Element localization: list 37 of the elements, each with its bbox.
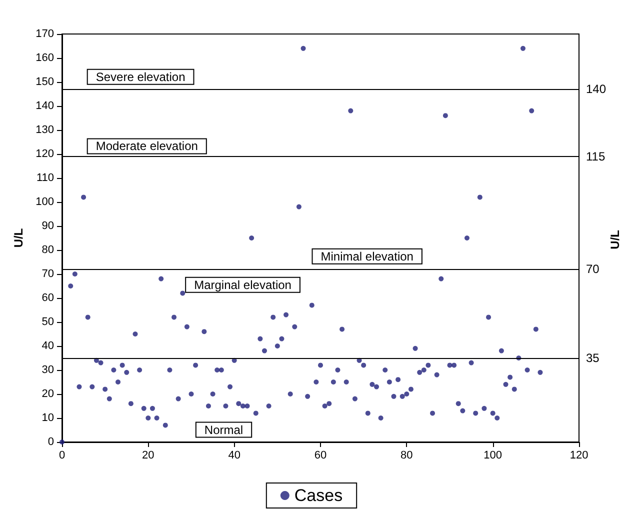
x-tick-label: 100 — [484, 450, 502, 462]
y-axis-title: U/L — [12, 228, 26, 248]
y-tick-label: 130 — [36, 124, 54, 136]
y-tick-label: 80 — [42, 244, 54, 256]
y-tick-label: 150 — [36, 76, 54, 88]
annotation: Minimal elevation — [320, 249, 414, 264]
text: 140 — [586, 82, 606, 96]
annotation: Marginal elevation — [194, 278, 292, 292]
y-tick-label: 110 — [36, 172, 54, 184]
x-tick-label: 60 — [314, 450, 327, 462]
x-tick-label: 80 — [400, 450, 413, 462]
y-tick-label: 170 — [36, 28, 54, 40]
annotation: Moderate elevation — [96, 139, 198, 154]
y-tick-label: 10 — [42, 412, 54, 424]
text: 70 — [586, 262, 600, 276]
y-tick-label: 90 — [42, 220, 54, 232]
y-tick-label: 20 — [42, 388, 54, 400]
x-tick-label: 40 — [228, 450, 240, 462]
y-tick-label: 60 — [42, 292, 54, 304]
y-tick-label: 30 — [42, 364, 54, 376]
text: 35 — [586, 351, 600, 365]
y-tick-label: 50 — [42, 316, 54, 328]
y-tick-label: 100 — [36, 196, 54, 208]
annotation: Severe elevation — [96, 70, 186, 84]
x-tick-label: 0 — [58, 450, 66, 462]
x-tick-label: 20 — [142, 450, 154, 462]
y-tick-label: 160 — [36, 52, 54, 64]
y-tick-label: 70 — [42, 268, 54, 280]
y-tick-label: 0 — [48, 436, 54, 448]
annotation: Normal — [204, 422, 244, 437]
y-tick-label: 40 — [42, 340, 54, 352]
text: 115 — [586, 149, 606, 164]
legend-label: Cases — [294, 486, 343, 505]
y-tick-label: 140 — [36, 100, 54, 112]
y-tick-label: 120 — [36, 148, 54, 160]
x-tick-label: 120 — [570, 450, 588, 462]
y2-axis-title: U/L — [608, 230, 622, 250]
